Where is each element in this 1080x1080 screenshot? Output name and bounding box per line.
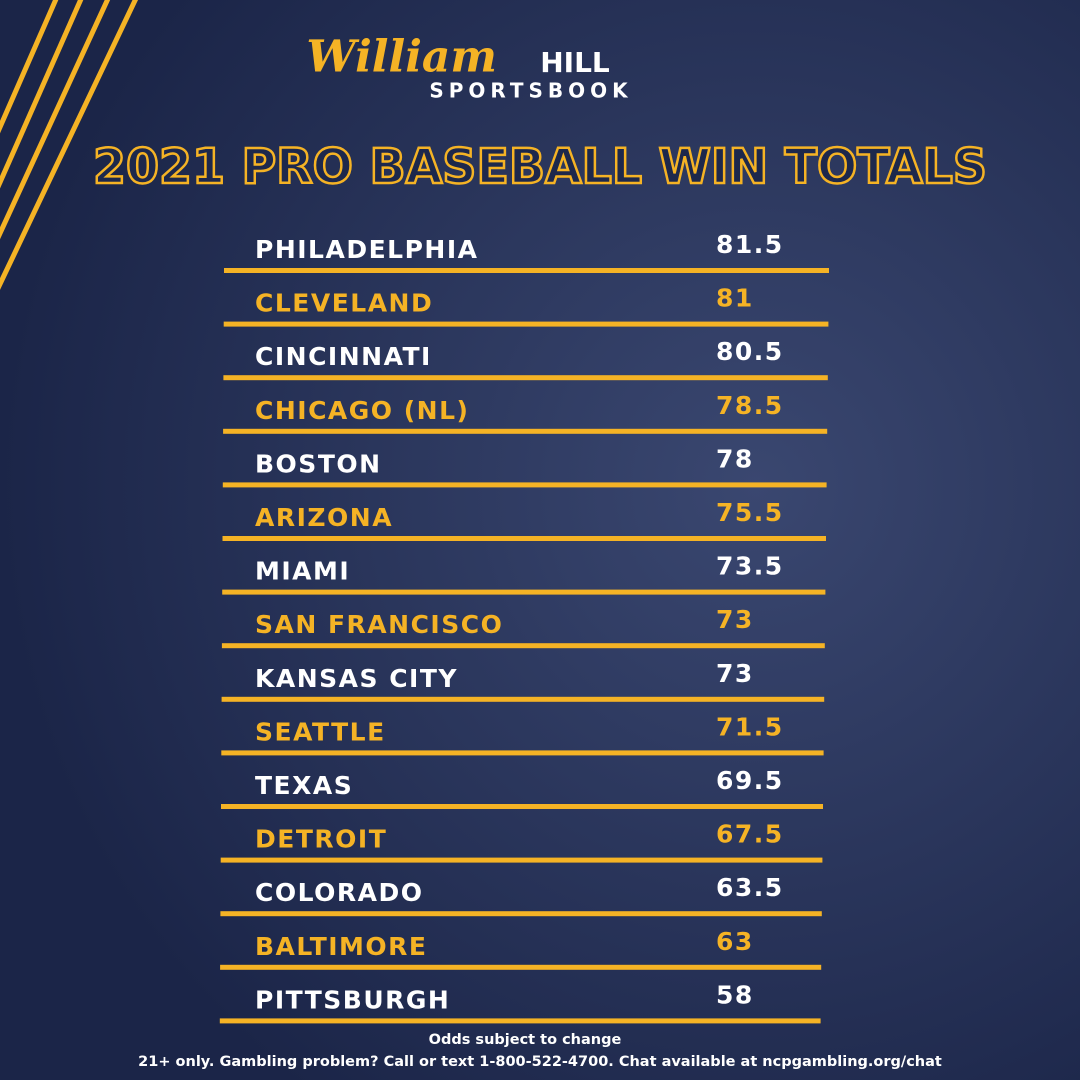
team-name: ARIZONA <box>255 503 393 532</box>
brand: William <box>306 32 497 83</box>
row-divider <box>219 1018 821 1024</box>
subbrand: SPORTSBOOK <box>429 79 632 103</box>
row-divider <box>220 964 822 970</box>
row-divider <box>220 911 822 917</box>
table: PHILADELPHIA 81.5 CLEVELAND 81 CINCINNATI 80.… <box>219 230 829 1024</box>
row-divider <box>222 589 826 595</box>
win-total: 73.5 <box>716 552 784 581</box>
win-total: 78.5 <box>716 391 784 420</box>
team-name: CINCINNATI <box>255 342 432 371</box>
win-total: 69.5 <box>716 766 784 795</box>
row-divider <box>222 482 827 488</box>
row-divider <box>222 536 826 541</box>
win-total: 80.5 <box>716 337 784 366</box>
win-total: 75.5 <box>716 498 784 527</box>
win-total: 81 <box>716 284 754 313</box>
row-divider <box>221 696 825 702</box>
win-total: 71.5 <box>716 712 784 741</box>
team-name: TEXAS <box>255 771 353 800</box>
team-name: BALTIMORE <box>255 932 428 961</box>
row-divider <box>223 321 829 327</box>
brand-bold: HILL <box>540 46 610 79</box>
win-total: 58 <box>716 980 754 1009</box>
team-name: SEATTLE <box>255 717 386 746</box>
title: 2021 PRO BASEBALL WIN TOTALS <box>93 139 987 195</box>
win-total: 81.5 <box>716 230 784 259</box>
row-divider <box>221 750 824 756</box>
win-total: 63.5 <box>716 873 784 902</box>
win-total: 78 <box>716 444 754 473</box>
team-name: CLEVELAND <box>255 289 433 318</box>
team-name: CHICAGO (NL) <box>255 396 469 425</box>
win-total: 63 <box>716 927 754 956</box>
row-divider <box>223 428 828 434</box>
row-divider <box>224 268 829 273</box>
footer-disclaimer: 21+ only. Gambling problem? Call or text… <box>138 1054 942 1070</box>
team-name: PITTSBURGH <box>255 985 450 1014</box>
win-total: 73 <box>716 659 754 688</box>
team-name: COLORADO <box>255 878 424 907</box>
row-divider <box>221 643 825 649</box>
team-name: PHILADELPHIA <box>255 235 478 264</box>
row-divider <box>223 375 828 381</box>
win-total: 67.5 <box>716 820 784 849</box>
team-name: KANSAS CITY <box>255 664 458 693</box>
team-name: SAN FRANCISCO <box>255 610 503 639</box>
row-divider <box>221 804 823 809</box>
team-name: BOSTON <box>255 449 382 478</box>
team-name: MIAMI <box>255 557 350 586</box>
win-total: 73 <box>716 605 754 634</box>
team-name: DETROIT <box>255 825 387 854</box>
row-divider <box>220 857 823 863</box>
footer-note: Odds subject to change <box>429 1032 622 1048</box>
corner-stripes <box>0 0 139 290</box>
